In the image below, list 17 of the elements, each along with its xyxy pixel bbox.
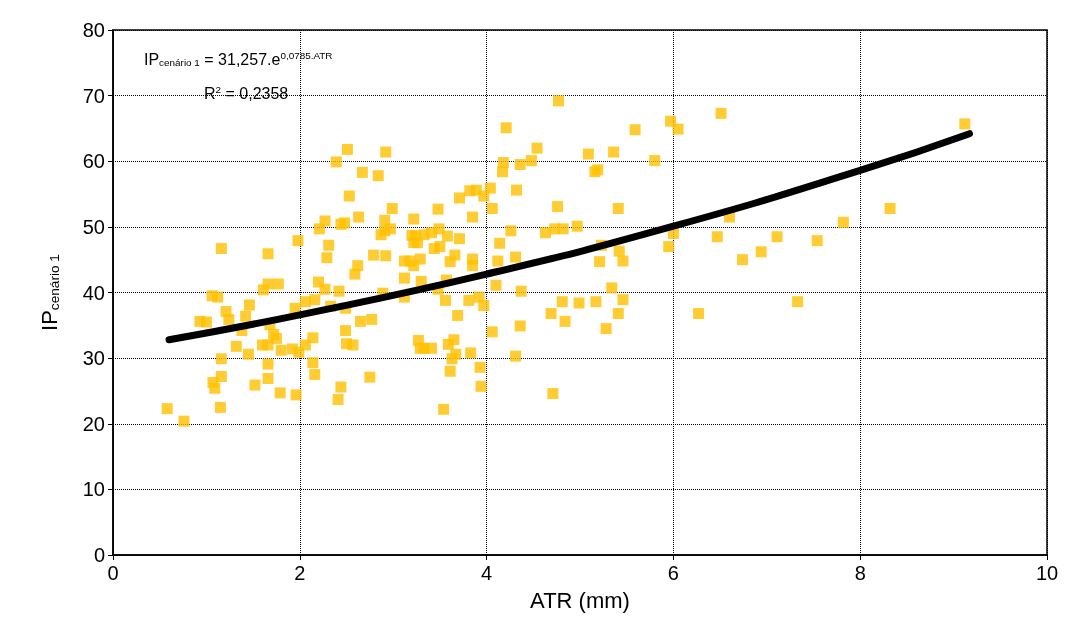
x-tick-label: 4: [481, 562, 493, 584]
y-tick-label: 20: [82, 412, 105, 435]
y-tick-label: 30: [82, 347, 105, 370]
y-tick-label: 40: [82, 281, 105, 304]
x-tick-label: 8: [854, 562, 866, 584]
y-tick-label: 60: [82, 150, 105, 173]
y-tick-label: 70: [82, 84, 105, 107]
y-tick-label: 10: [82, 478, 105, 501]
x-tick-label: 2: [294, 562, 306, 584]
x-axis-title: ATR (mm): [530, 587, 630, 613]
x-tick-label: 6: [667, 562, 679, 584]
y-tick-label: 80: [82, 19, 105, 41]
y-axis-title: IPcenário 1: [36, 254, 62, 331]
x-tick-label: 10: [1035, 562, 1059, 584]
y-tick-label: 0: [93, 544, 105, 566]
x-tick-label: 0: [107, 562, 119, 584]
y-tick-label: 50: [82, 215, 105, 238]
